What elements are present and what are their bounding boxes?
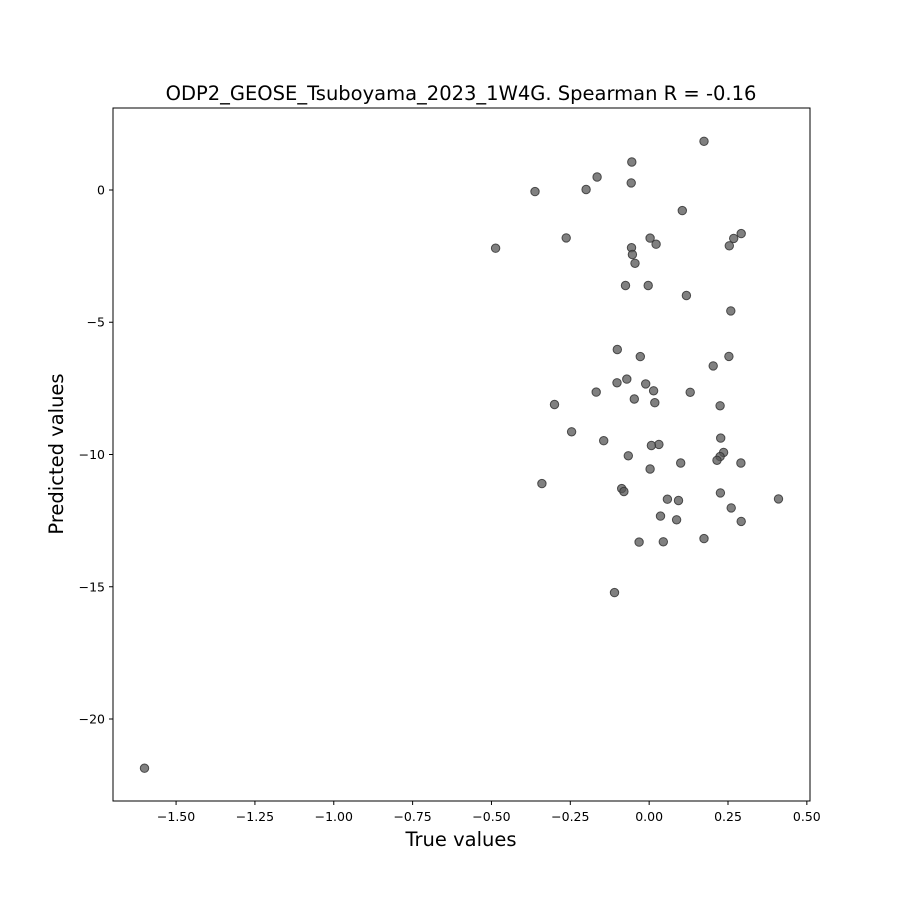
data-point — [537, 478, 547, 489]
data-point — [629, 394, 639, 404]
data-point — [609, 587, 620, 598]
data-point — [685, 387, 695, 397]
data-point — [648, 386, 659, 396]
data-point — [627, 157, 637, 167]
data-point — [676, 458, 686, 468]
y-tick-label: −5 — [87, 315, 105, 330]
data-point — [658, 537, 668, 547]
data-point — [635, 351, 645, 362]
x-tick-label: 0.25 — [714, 809, 742, 824]
data-point — [566, 427, 577, 437]
data-point — [139, 763, 150, 773]
data-point — [736, 458, 746, 468]
data-point — [619, 486, 629, 497]
data-point — [490, 243, 501, 253]
x-axis-label: True values — [404, 828, 516, 851]
data-point — [627, 249, 638, 260]
data-point — [681, 290, 692, 301]
plot-area-frame — [112, 107, 811, 802]
data-point — [655, 511, 666, 521]
data-point — [724, 241, 734, 251]
data-point — [650, 398, 660, 408]
data-point — [726, 503, 736, 513]
data-point — [612, 378, 622, 388]
data-point — [623, 451, 633, 461]
x-tick-label: −0.50 — [472, 809, 510, 824]
data-point — [726, 306, 736, 316]
data-point — [716, 433, 726, 443]
y-tick-label: −10 — [79, 447, 105, 462]
data-point — [641, 379, 651, 389]
y-tick-label: −20 — [79, 712, 105, 727]
data-point — [643, 280, 653, 291]
data-point — [736, 228, 746, 239]
data-point — [673, 495, 684, 506]
data-point — [677, 205, 687, 216]
x-tick-label: −1.25 — [236, 809, 274, 824]
data-point — [715, 401, 725, 411]
data-point — [651, 239, 661, 249]
data-point — [530, 186, 540, 197]
x-tick-label: −1.50 — [157, 809, 195, 824]
data-point — [645, 464, 655, 474]
y-tick-label: 0 — [97, 182, 105, 197]
data-point — [736, 516, 746, 527]
x-tick-label: −1.00 — [315, 809, 353, 824]
y-axis-ticks: 0 −5 −10 −15 −20 — [79, 182, 113, 727]
data-point — [620, 280, 631, 291]
data-point — [622, 374, 632, 384]
data-point — [549, 399, 560, 410]
data-point — [630, 258, 640, 268]
data-point — [773, 494, 784, 504]
data-point — [699, 136, 709, 147]
y-tick-label: −15 — [79, 579, 105, 594]
chart-title: ODP2_GEOSE_Tsuboyama_2023_1W4G. Spearman… — [166, 82, 757, 105]
data-point — [671, 515, 682, 525]
x-tick-label: −0.25 — [551, 809, 589, 824]
data-point — [599, 436, 609, 446]
data-point — [724, 351, 734, 362]
data-point — [581, 184, 591, 195]
data-point — [626, 178, 636, 188]
y-axis-label: Predicted values — [45, 373, 68, 534]
data-point — [634, 537, 644, 547]
points-layer — [139, 136, 784, 773]
data-point — [699, 533, 709, 544]
data-point — [645, 233, 655, 243]
data-point — [729, 233, 739, 244]
data-point — [612, 344, 622, 355]
x-tick-label: −0.75 — [393, 809, 431, 824]
x-tick-label: 0.50 — [793, 809, 821, 824]
data-point — [591, 387, 601, 397]
data-point — [561, 233, 571, 243]
x-axis-ticks: −1.50 −1.25 −1.00 −0.75 −0.50 −0.25 0.00 0.25 0.… — [157, 801, 821, 824]
data-point — [646, 440, 657, 451]
x-tick-label: 0.00 — [635, 809, 663, 824]
data-point — [708, 361, 718, 371]
data-point — [715, 488, 726, 498]
data-point — [712, 455, 722, 465]
data-point — [592, 172, 602, 182]
data-point — [662, 494, 673, 504]
